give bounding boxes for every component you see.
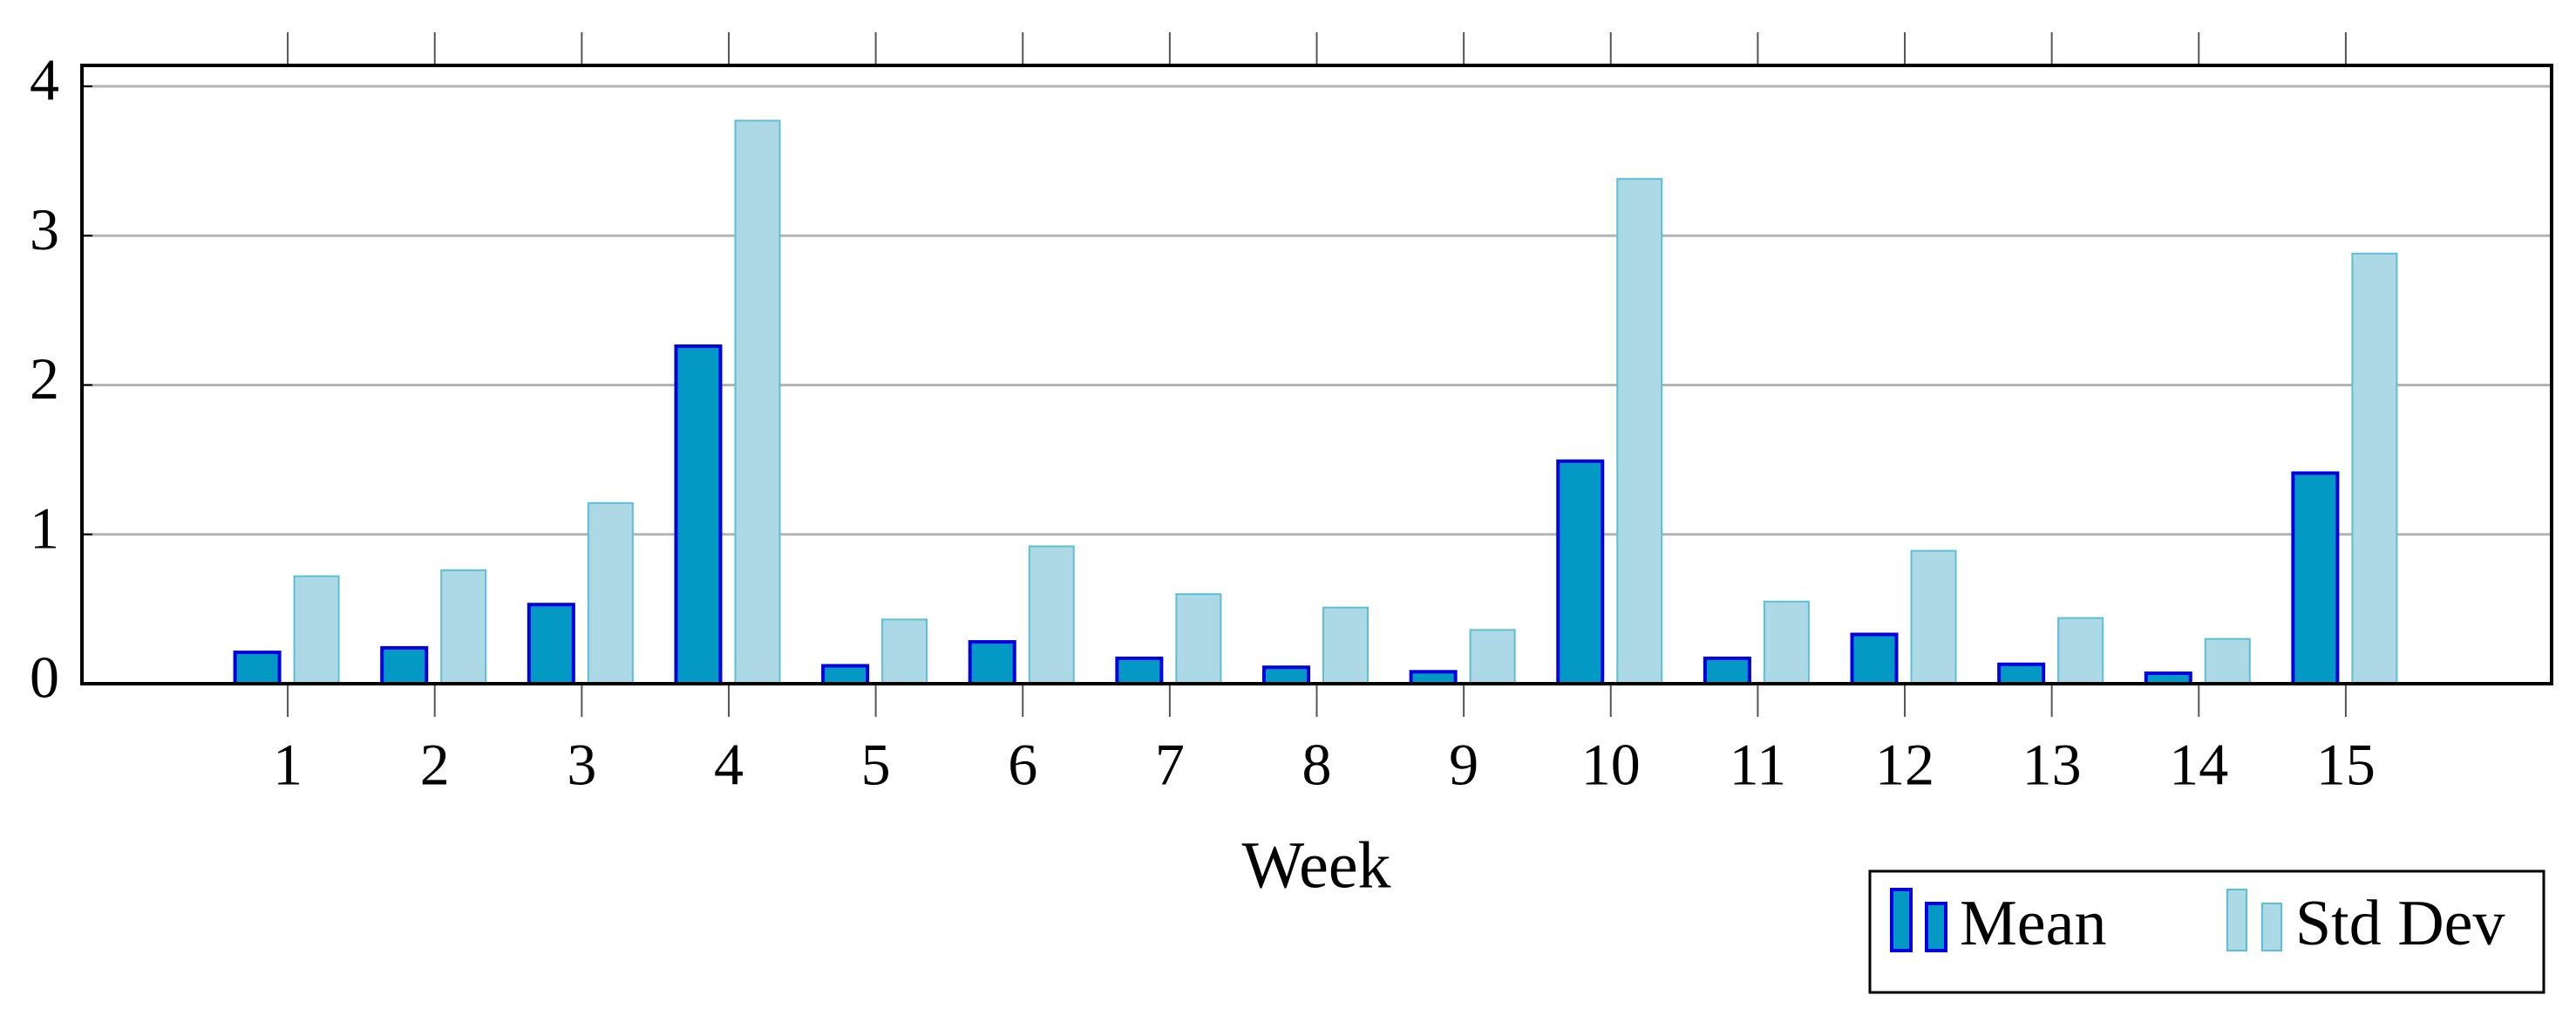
bar xyxy=(2291,471,2340,685)
legend-swatch xyxy=(1890,888,1913,952)
legend-swatch xyxy=(1925,902,1947,952)
bar xyxy=(1409,670,1458,685)
bar xyxy=(881,618,928,685)
x-tick-label: 4 xyxy=(714,732,744,798)
y-tick-label: 2 xyxy=(30,345,59,412)
bar xyxy=(674,344,723,685)
x-tick-label: 3 xyxy=(567,732,596,798)
y-tick-label: 1 xyxy=(30,494,59,561)
x-tick-label: 6 xyxy=(1008,732,1037,798)
x-tick-label: 12 xyxy=(1875,732,1934,798)
legend-swatch xyxy=(2226,889,2247,951)
bar xyxy=(1556,459,1605,685)
bar xyxy=(233,651,282,686)
bar xyxy=(968,640,1016,685)
plot-frame xyxy=(80,64,2553,685)
x-axis-label: Week xyxy=(1241,828,1390,902)
bar xyxy=(1703,656,1751,686)
x-tick-label: 9 xyxy=(1449,732,1478,798)
y-tick-label: 3 xyxy=(30,196,59,262)
bar xyxy=(1028,545,1075,685)
bar xyxy=(1850,632,1899,686)
x-tick-label: 2 xyxy=(420,732,450,798)
legend-label: Std Dev xyxy=(2295,888,2505,959)
bar xyxy=(293,575,340,685)
y-tick-label: 0 xyxy=(30,644,59,711)
bar xyxy=(734,119,781,685)
bar xyxy=(1469,629,1516,685)
bar xyxy=(1763,600,1810,685)
legend-swatch xyxy=(2261,903,2282,951)
bar xyxy=(587,501,634,685)
y-tick-label: 4 xyxy=(30,47,59,113)
bar xyxy=(1616,178,1663,685)
x-tick-label: 8 xyxy=(1302,732,1332,798)
bar xyxy=(527,603,575,686)
bar xyxy=(2057,617,2104,685)
x-tick-label: 11 xyxy=(1730,732,1786,798)
x-tick-label: 5 xyxy=(861,732,891,798)
bar xyxy=(2204,637,2251,685)
x-tick-label: 13 xyxy=(2022,732,2082,798)
x-tick-label: 1 xyxy=(273,732,302,798)
bar xyxy=(1175,593,1222,685)
bar xyxy=(2351,252,2398,685)
legend-label: Mean xyxy=(1960,888,2107,959)
legend-box xyxy=(1868,869,2545,994)
bar xyxy=(1262,665,1310,686)
bar xyxy=(821,664,870,686)
bar xyxy=(1115,656,1164,686)
bar xyxy=(440,569,487,685)
x-tick-label: 14 xyxy=(2169,732,2228,798)
x-tick-label: 10 xyxy=(1581,732,1641,798)
bar xyxy=(1910,549,1957,685)
bar xyxy=(1997,662,2046,685)
x-tick-label: 7 xyxy=(1155,732,1185,798)
bar xyxy=(1322,606,1369,685)
bar xyxy=(380,645,429,686)
x-tick-label: 15 xyxy=(2316,732,2375,798)
